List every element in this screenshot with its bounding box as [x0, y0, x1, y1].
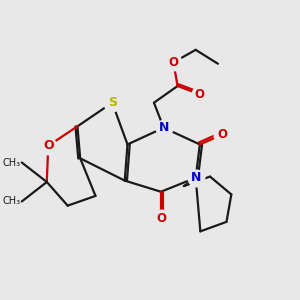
Text: O: O: [168, 56, 178, 69]
Text: CH₃: CH₃: [2, 158, 20, 167]
Text: N: N: [190, 171, 201, 184]
Text: O: O: [43, 139, 53, 152]
Text: S: S: [108, 96, 117, 109]
Text: O: O: [217, 128, 227, 141]
Text: CH₃: CH₃: [2, 196, 20, 206]
Text: O: O: [195, 88, 205, 101]
Text: N: N: [158, 121, 169, 134]
Text: O: O: [156, 212, 166, 225]
